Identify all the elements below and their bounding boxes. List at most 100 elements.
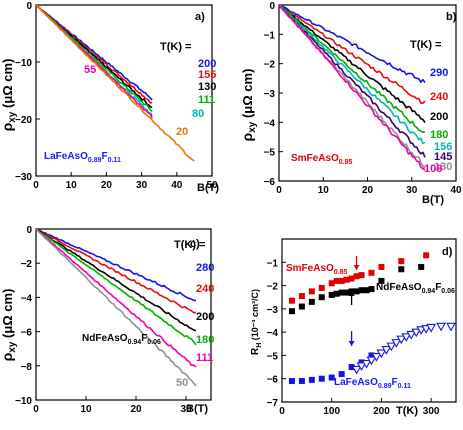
compound-subscript: 0.06: [147, 339, 161, 346]
data-point: [406, 330, 417, 340]
panel-label: b): [446, 11, 457, 23]
data-point: [338, 289, 345, 296]
data-point: [351, 365, 362, 375]
panel-label: d): [442, 246, 453, 258]
compound-formula: NdFeAsO: [82, 333, 128, 344]
data-point: [411, 328, 422, 338]
data-point: [361, 360, 372, 369]
data-point: [333, 290, 340, 297]
series-line-180: [36, 229, 197, 346]
plot-area: [36, 229, 197, 387]
plot-frame: [35, 4, 213, 177]
compound-subscript: 0.89: [88, 157, 102, 164]
data-point: [376, 349, 387, 359]
y-tick-label: −4: [264, 118, 276, 129]
series-line-20: [36, 5, 195, 162]
y-axis-label: ρxy (μΩ cm): [0, 59, 18, 132]
y-tick-label: −10: [15, 58, 32, 69]
data-point: [378, 277, 385, 284]
data-point: [368, 352, 375, 359]
data-point: [298, 378, 305, 385]
y-axis-label-subscript: xy: [247, 121, 258, 133]
series-name-label: SmFeAsO0.85: [286, 263, 348, 276]
data-point: [423, 252, 430, 259]
y-tick-label: −7: [267, 398, 279, 409]
series-line-111: [36, 229, 197, 368]
data-point: [298, 293, 305, 300]
series-label-156: 156: [434, 141, 452, 153]
data-point: [356, 362, 367, 372]
y-axis-label: RH (10⁻³ cm³/C): [250, 289, 263, 355]
y-tick-label: −3: [264, 89, 276, 100]
series-label-130: 130: [434, 161, 452, 173]
y-tick-label: −30: [15, 172, 32, 183]
series-label-145: 145: [434, 151, 452, 163]
series-label-200: 200: [198, 58, 216, 70]
data-point: [416, 326, 427, 335]
compound-subscript: 0.94: [422, 288, 436, 295]
data-point: [318, 375, 325, 382]
series-label-80: 80: [192, 108, 204, 120]
data-point: [436, 322, 447, 332]
data-point: [421, 325, 432, 334]
y-tick-label: 0: [26, 1, 32, 12]
y-tick-label: 0: [26, 225, 32, 236]
compound-formula: LaFeAsO: [334, 377, 378, 388]
series-label-240: 240: [430, 91, 448, 103]
data-point: [366, 356, 377, 366]
x-tick-label: 20: [362, 185, 374, 196]
data-point: [288, 308, 295, 315]
data-point: [348, 364, 355, 371]
series-line-200: [279, 5, 426, 123]
data-point: [401, 333, 412, 342]
panel-label: a): [195, 11, 205, 23]
plot-area: [288, 252, 456, 385]
series-line-280: [36, 229, 196, 302]
data-point: [446, 322, 456, 332]
x-tick-label: 0: [276, 185, 282, 196]
y-axis-label-unit: (μΩ cm): [0, 289, 15, 342]
x-tick-label: 30: [136, 180, 148, 191]
data-point: [318, 294, 325, 301]
legend-title: T(K) =: [174, 239, 205, 251]
x-tick-label: 40: [450, 185, 462, 196]
compound-formula-part: F: [435, 282, 441, 293]
x-tick-label: 300: [423, 406, 440, 417]
y-tick-label: −20: [15, 115, 32, 126]
data-point: [343, 289, 350, 296]
series-label-180: 180: [196, 334, 214, 346]
data-point: [298, 303, 305, 310]
y-axis-label-subscript: xy: [7, 111, 18, 123]
compound-subscript: 0.11: [398, 383, 411, 390]
legend-title: T(K) =: [160, 41, 191, 53]
y-axis-label-symbol: ρ: [239, 132, 255, 141]
y-tick-label: −1: [264, 30, 276, 41]
data-point: [378, 263, 385, 270]
x-tick-label: 10: [318, 185, 330, 196]
series-label-180: 180: [430, 129, 448, 141]
compound-formula: LaFeAsO: [44, 151, 88, 162]
x-axis-label: T(K): [396, 405, 418, 417]
data-point: [368, 286, 375, 293]
data-point: [328, 291, 335, 298]
series-name-label: LaFeAsO0.89F0.11: [334, 377, 411, 390]
data-point: [418, 263, 425, 270]
series-label-290: 290: [430, 67, 448, 79]
plot-frame: [281, 238, 457, 403]
data-point: [348, 275, 355, 282]
data-point: [288, 378, 295, 385]
series-line-108: [279, 5, 426, 171]
plot-frame: [35, 228, 212, 401]
x-axis-label: B(T): [186, 403, 208, 415]
compound-subscript: 0.89: [378, 383, 392, 390]
data-point: [318, 284, 325, 291]
series-label-108: 108: [424, 163, 442, 175]
data-point: [308, 298, 315, 305]
compound-label: SmFeAsO0.85: [291, 153, 353, 166]
y-tick-label: −2: [267, 282, 279, 293]
series-line-240: [36, 229, 197, 314]
series-line-156: [279, 5, 426, 145]
data-point: [381, 346, 392, 355]
series-line-240: [279, 5, 426, 104]
